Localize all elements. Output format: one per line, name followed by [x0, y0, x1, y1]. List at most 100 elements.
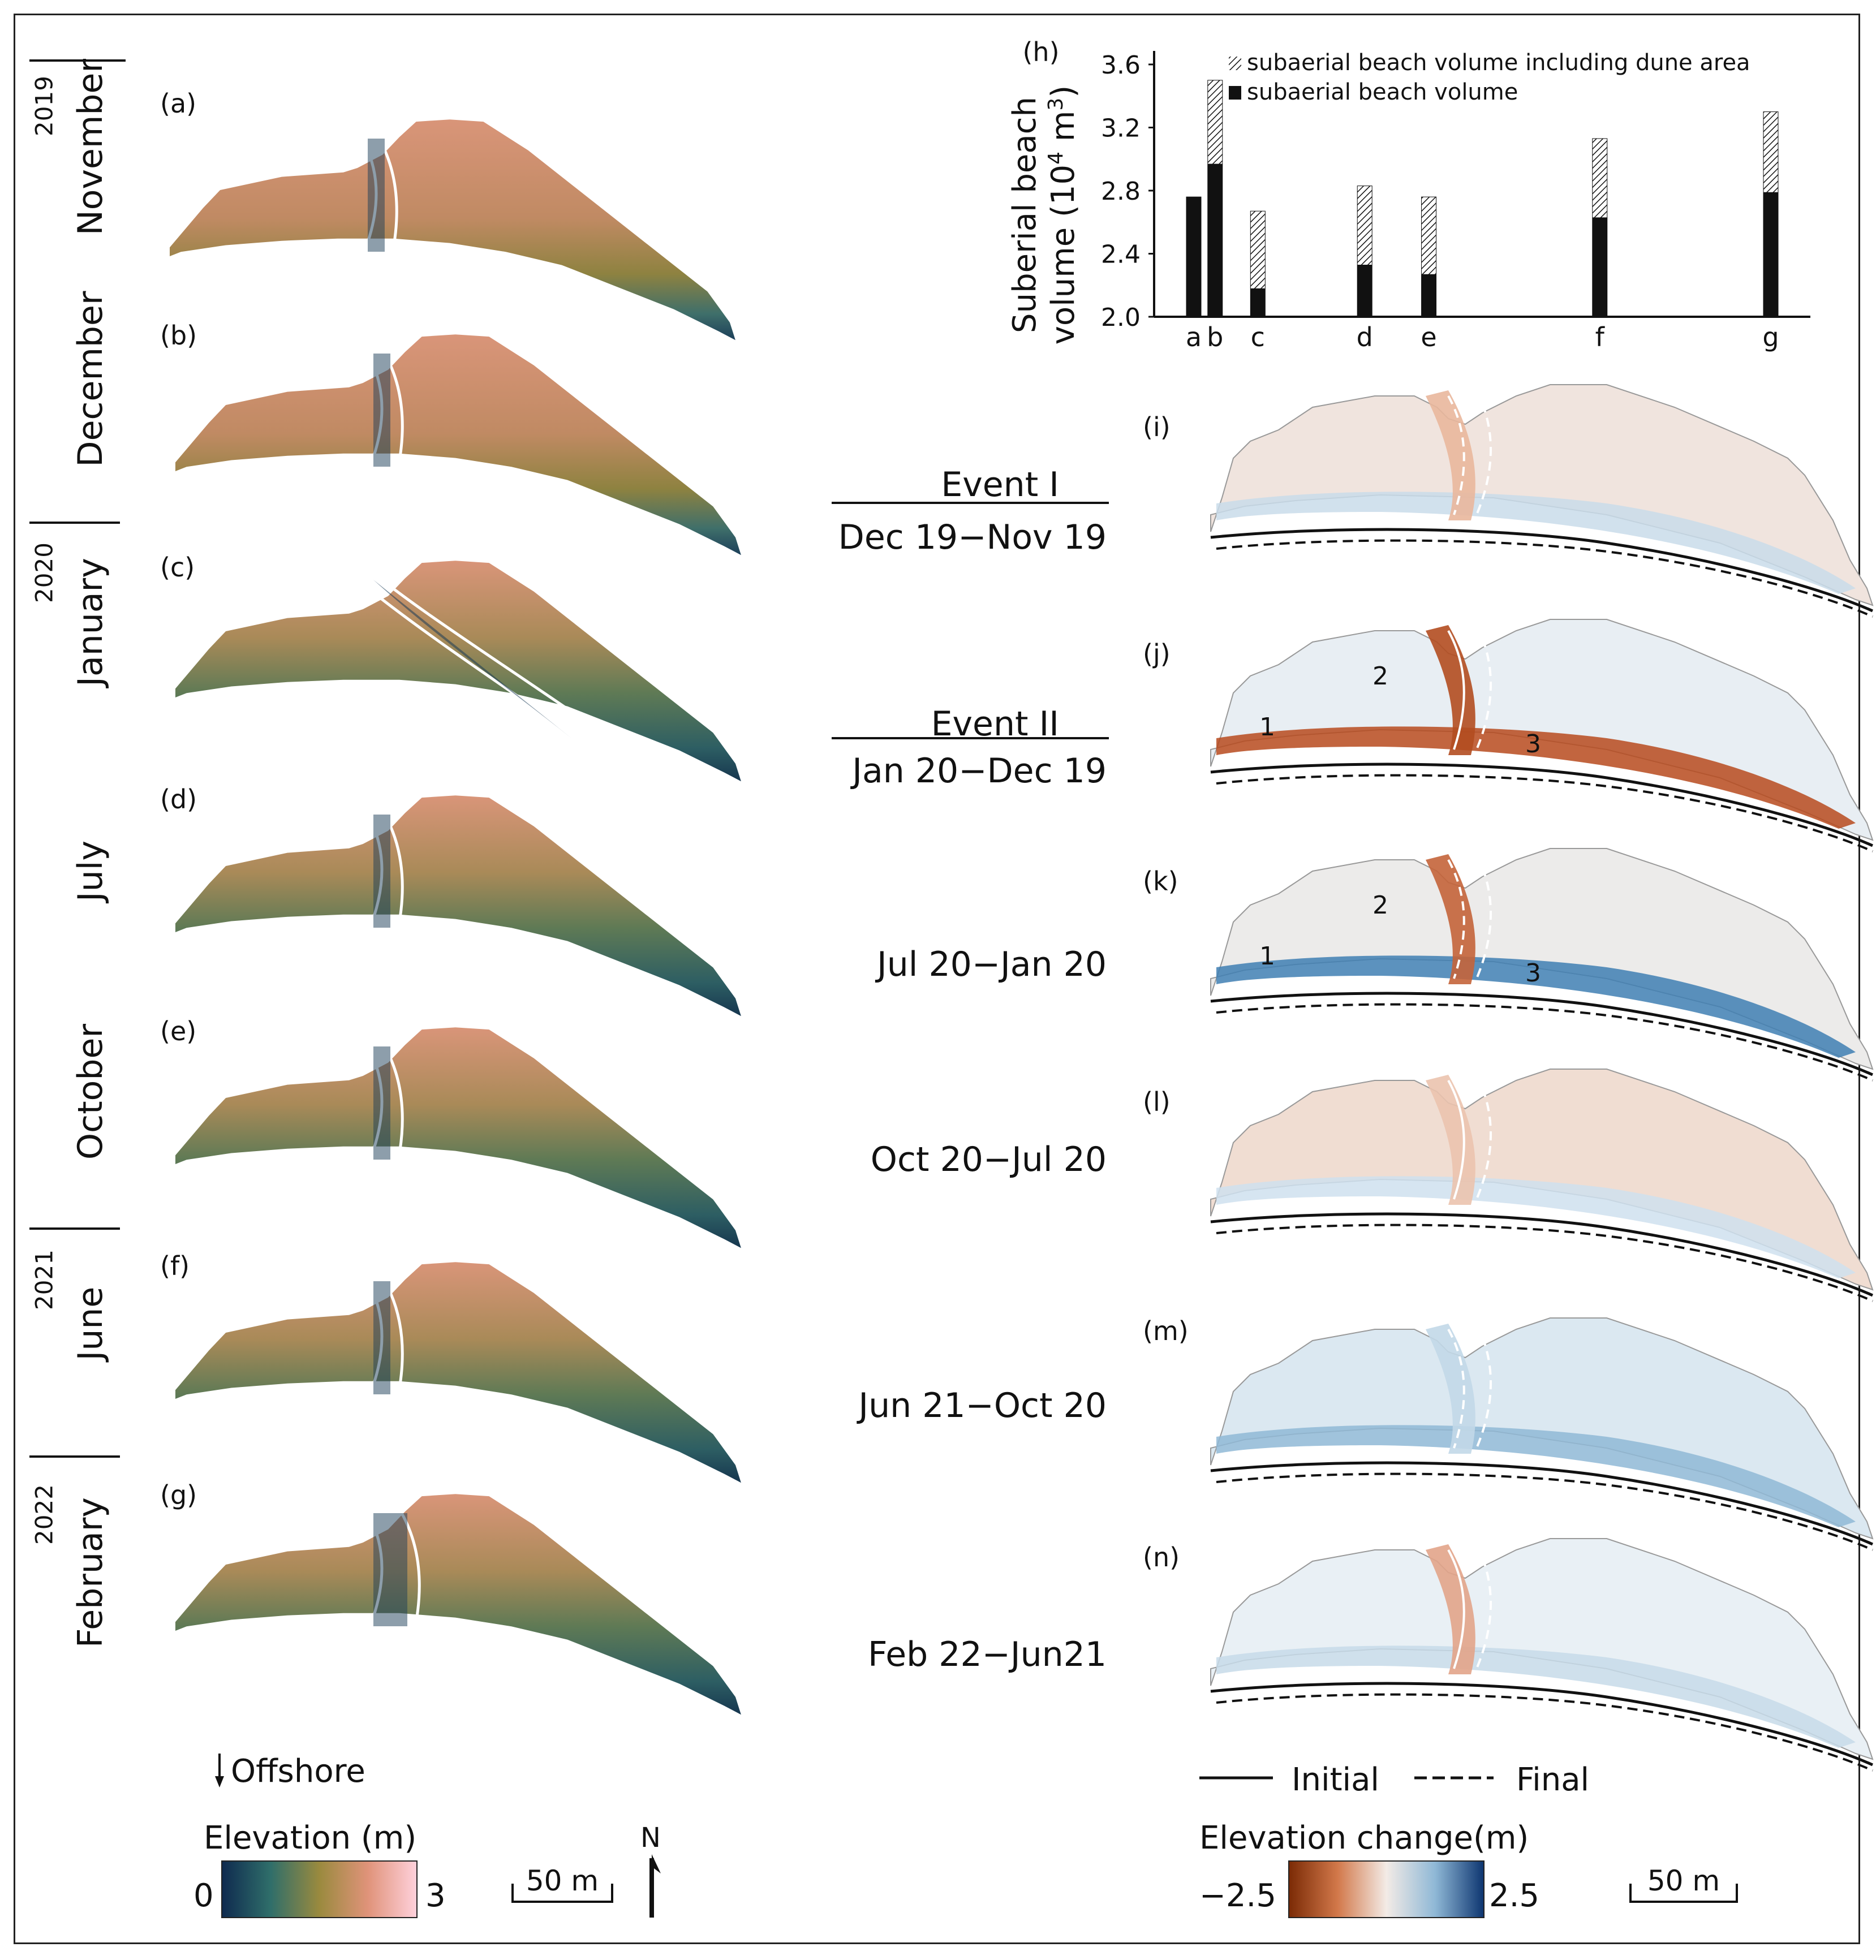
scale-bar [1629, 1884, 1738, 1903]
final-shoreline [1216, 1003, 1873, 1082]
channel-outline [1447, 1080, 1465, 1200]
change-colorbar-min: −2.5 [1199, 1877, 1276, 1914]
bar-subaerial [1421, 274, 1436, 317]
legend-initial-label: Initial [1292, 1761, 1379, 1798]
legend-swatch-solid [1229, 86, 1241, 100]
scale-bar-label: 50 m [1647, 1864, 1720, 1897]
y-tick-label: 2.8 [1101, 177, 1141, 206]
channel-outline [1475, 854, 1492, 979]
beach-surface [175, 334, 741, 555]
change-map-panel [1210, 1069, 1874, 1302]
channel-outline [383, 1045, 404, 1171]
legend-final-label: Final [1516, 1761, 1589, 1798]
change-colorbar-max: 2.5 [1489, 1877, 1539, 1914]
channel-outline [350, 573, 686, 813]
scale-bar-label: 50 m [526, 1864, 599, 1897]
initial-shoreline [1210, 1461, 1874, 1546]
change-map-panel [1210, 1317, 1874, 1551]
chart-panel-label: (h) [1022, 37, 1059, 67]
channel-change [1426, 625, 1475, 755]
change-colorbar-title: Elevation change(m) [1199, 1820, 1529, 1856]
zone-number: 3 [1525, 730, 1541, 759]
zone-number: 1 [1259, 942, 1275, 971]
channel-water [373, 580, 571, 738]
channel-water [373, 1513, 407, 1626]
channel-water [373, 815, 390, 928]
final-shoreline [1216, 1224, 1873, 1302]
initial-shoreline [1210, 1682, 1874, 1767]
y-axis-label-line2: volume (104 m3) [1044, 85, 1082, 344]
change-band [1216, 955, 1856, 1058]
change-band [1216, 1425, 1856, 1527]
channel-water [368, 139, 385, 252]
panel-id-label: (b) [160, 320, 197, 351]
x-tick-label: g [1762, 322, 1779, 352]
scale-bar [511, 1884, 613, 1903]
channel-outline [1475, 624, 1492, 750]
change-band [1216, 1645, 1856, 1748]
offshore-arrow-head [215, 1776, 224, 1787]
panel-id-label: (i) [1143, 412, 1171, 442]
y-axis-label-line1: Suberial beach [1006, 97, 1043, 333]
panel-id-label: (e) [160, 1016, 197, 1046]
channel-outline [383, 352, 404, 479]
event-divider [832, 737, 1109, 739]
elevation-map-panel [175, 334, 741, 555]
elevation-map-panel [170, 119, 735, 341]
legend-swatch-hatched [1229, 57, 1241, 70]
bar-subaerial [1763, 192, 1778, 317]
initial-shoreline [1210, 763, 1874, 847]
beach-surface [175, 561, 741, 782]
panel-id-label: (k) [1143, 866, 1178, 897]
zone-number: 2 [1372, 662, 1388, 691]
elevation-map-panel [175, 561, 741, 813]
event-range: Jun 21−Oct 20 [858, 1386, 1107, 1425]
figure-frame [14, 14, 1860, 1944]
channel-change [1426, 1544, 1475, 1674]
change-colorbar-group: Initial Final Elevation change(m) −2.5 2.5 50… [1199, 1761, 1738, 1918]
x-tick-label: c [1251, 322, 1265, 352]
channel-change [1426, 390, 1475, 520]
panel-id-label: (g) [160, 1480, 197, 1510]
change-map-panel [1210, 1538, 1874, 1772]
channel-outline [1447, 1549, 1465, 1669]
channel-outline [1475, 1544, 1492, 1669]
year-divider [29, 522, 120, 524]
offshore-label: Offshore [231, 1753, 365, 1790]
initial-shoreline [1210, 1212, 1874, 1297]
x-tick-label: d [1357, 322, 1373, 352]
channel-outline [1447, 630, 1465, 750]
elevation-map-panel [175, 1262, 741, 1483]
channel-outline [1447, 1329, 1465, 1449]
final-shoreline [1216, 1472, 1873, 1551]
channel-outline [367, 567, 697, 802]
bar-subaerial [1207, 163, 1223, 317]
beach-surface [170, 119, 735, 341]
change-band [1216, 726, 1856, 829]
change-map-panel [1210, 384, 1874, 618]
zone-number: 2 [1372, 891, 1388, 920]
panel-id-label: (a) [160, 88, 197, 119]
elevation-colorbar-max: 3 [425, 1877, 446, 1914]
x-tick-label: a [1186, 322, 1202, 352]
elevation-colorbar-title: Elevation (m) [204, 1820, 416, 1856]
elevation-map-panel [175, 1494, 741, 1715]
elevation-colorbar-min: 0 [193, 1877, 214, 1914]
x-tick-label: b [1207, 322, 1223, 352]
channel-change [1426, 854, 1475, 984]
event-range: Jan 20−Dec 19 [852, 751, 1107, 791]
panel-id-label: (l) [1143, 1087, 1171, 1117]
legend-label-beach: subaerial beach volume [1247, 79, 1518, 105]
event-divider [832, 502, 1109, 504]
channel-outline [1475, 1323, 1492, 1449]
channel-outline [1475, 390, 1492, 515]
panel-id-label: (j) [1143, 639, 1171, 669]
channel-outline [377, 137, 398, 264]
panel-id-label: (n) [1143, 1542, 1180, 1573]
channel-outline [1475, 1074, 1492, 1200]
change-map-panel: 1 2 3 [1210, 848, 1874, 1082]
event-range: Jul 20−Jan 20 [877, 945, 1107, 984]
panel-id-label: (c) [160, 552, 195, 583]
x-tick-label: f [1595, 322, 1606, 352]
